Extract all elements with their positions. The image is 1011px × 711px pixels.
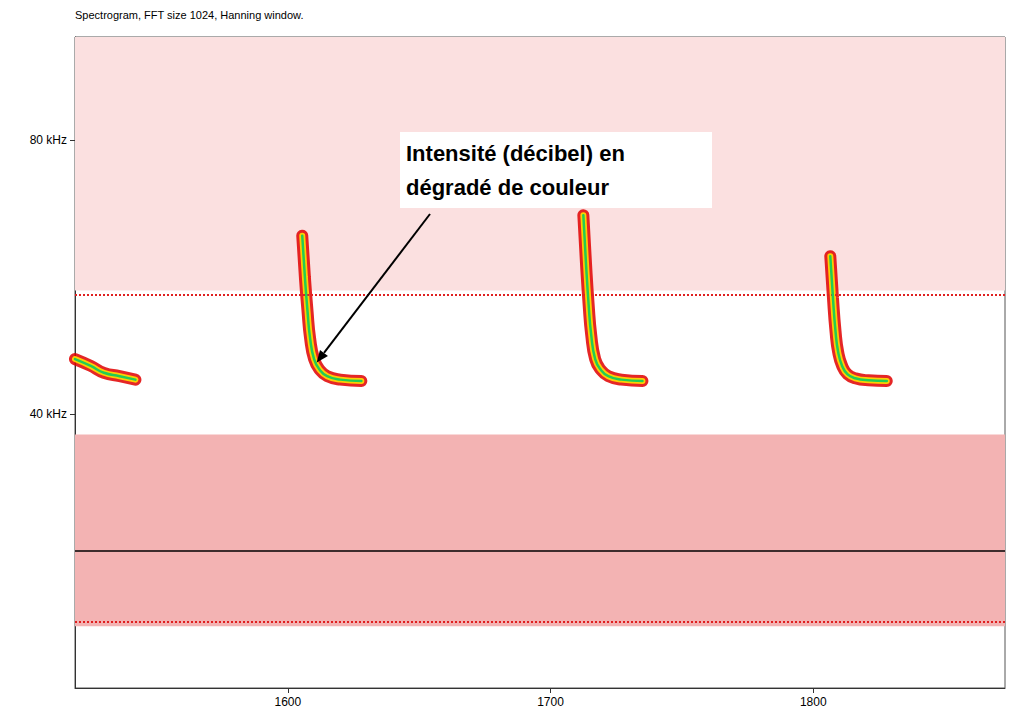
svg-text:1600: 1600 <box>274 695 301 709</box>
svg-text:Spectrogram, FFT size 1024, Ha: Spectrogram, FFT size 1024, Hanning wind… <box>75 9 303 21</box>
svg-text:Intensité (décibel) en: Intensité (décibel) en <box>406 141 631 166</box>
svg-text:1800: 1800 <box>800 695 827 709</box>
svg-text:80 kHz: 80 kHz <box>30 133 67 147</box>
svg-text:40 kHz: 40 kHz <box>30 407 67 421</box>
svg-text:1700: 1700 <box>537 695 564 709</box>
svg-text:dégradé de couleur: dégradé de couleur <box>406 175 609 200</box>
